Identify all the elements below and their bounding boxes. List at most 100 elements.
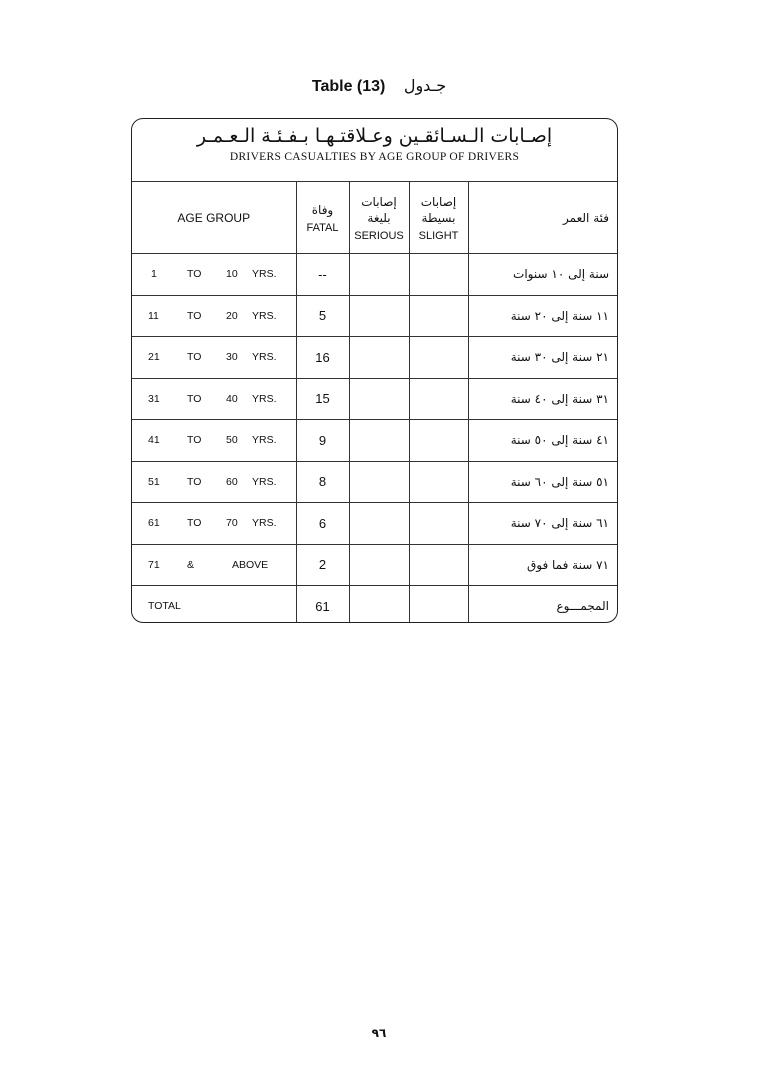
serious-cell <box>348 336 410 379</box>
age-to-label: TO <box>187 517 202 530</box>
age-to-label: TO <box>187 309 202 322</box>
fatal-cell: 15 <box>295 377 350 420</box>
age-to: 50 <box>226 434 238 447</box>
age-group-cell: 1 TO 10 YRS. <box>132 253 297 296</box>
age-group-cell: 71 & ABOVE <box>132 543 297 586</box>
slight-cell <box>408 253 469 296</box>
age-unit: YRS. <box>252 268 277 281</box>
slight-cell <box>408 336 469 379</box>
age-to: 10 <box>226 268 238 281</box>
fatal-cell: -- <box>295 253 350 296</box>
slight-cell <box>408 294 469 337</box>
age-group-ar-cell: ٣١ سنة إلى ٤٠ سنة <box>467 377 617 420</box>
table-row: 41 TO 50 YRS. 9 ٤١ سنة إلى ٥٠ سنة <box>132 419 617 462</box>
age-to-label: TO <box>187 434 202 447</box>
age-unit: YRS. <box>252 434 277 447</box>
header-slight-ar: إصابات بسيطة <box>420 194 457 225</box>
age-to: 20 <box>226 309 238 322</box>
age-to: 30 <box>226 351 238 364</box>
total-serious <box>348 585 410 622</box>
age-from: 31 <box>148 392 160 405</box>
age-to-label: & <box>187 558 195 571</box>
table-title-ar: إصـابات الـسـائقـين وعـلاقتـهـا بـفـئـة … <box>196 125 553 147</box>
serious-cell <box>348 294 410 337</box>
table-row: 71 & ABOVE 2 ٧١ سنة فما فوق <box>132 543 617 586</box>
age-from: 41 <box>148 434 160 447</box>
fatal-cell: 9 <box>295 419 350 462</box>
page-title-ar: جـدول <box>403 76 447 95</box>
age-group-cell: 11 TO 20 YRS. <box>132 294 297 337</box>
serious-cell <box>348 460 410 503</box>
table-title-en: DRIVERS CASUALTIES BY AGE GROUP OF DRIVE… <box>229 151 520 163</box>
header-serious: إصابات بليغة SERIOUS <box>348 182 410 254</box>
header-fatal-ar: وفاة <box>311 202 334 217</box>
serious-cell <box>348 419 410 462</box>
age-from: 71 <box>148 558 160 571</box>
age-group-cell: 21 TO 30 YRS. <box>132 336 297 379</box>
age-group-cell: 41 TO 50 YRS. <box>132 419 297 462</box>
slight-cell <box>408 377 469 420</box>
age-to-label: TO <box>187 392 202 405</box>
fatal-cell: 16 <box>295 336 350 379</box>
age-group-ar-cell: ٦١ سنة إلى ٧٠ سنة <box>467 502 617 545</box>
age-to-label: TO <box>187 351 202 364</box>
serious-cell <box>348 543 410 586</box>
age-unit: YRS. <box>252 309 277 322</box>
age-group-ar-cell: ٢١ سنة إلى ٣٠ سنة <box>467 336 617 379</box>
header-age-group-ar: فئة العمر <box>467 182 617 254</box>
age-group-ar-cell: سنة إلى ١٠ سنوات <box>467 253 617 296</box>
age-from: 1 <box>151 268 157 281</box>
slight-cell <box>408 502 469 545</box>
fatal-cell: 2 <box>295 543 350 586</box>
slight-cell <box>408 419 469 462</box>
table-row: 21 TO 30 YRS. 16 ٢١ سنة إلى ٣٠ سنة <box>132 336 617 379</box>
table-row: 31 TO 40 YRS. 15 ٣١ سنة إلى ٤٠ سنة <box>132 377 617 420</box>
header-serious-ar: إصابات بليغة <box>361 194 397 225</box>
serious-cell <box>348 377 410 420</box>
total-fatal: 61 <box>295 585 350 622</box>
slight-cell <box>408 460 469 503</box>
age-group-cell: 31 TO 40 YRS. <box>132 377 297 420</box>
age-from: 11 <box>148 309 159 322</box>
serious-cell <box>348 502 410 545</box>
serious-cell <box>348 253 410 296</box>
slight-cell <box>408 543 469 586</box>
fatal-cell: 8 <box>295 460 350 503</box>
page-title: Table (13) جـدول <box>0 76 758 96</box>
age-unit: ABOVE <box>232 558 269 571</box>
header-serious-en: SERIOUS <box>354 229 404 242</box>
total-slight <box>408 585 469 622</box>
page-title-en: Table (13) <box>311 78 386 95</box>
age-group-cell: 51 TO 60 YRS. <box>132 460 297 503</box>
fatal-cell: 6 <box>295 502 350 545</box>
age-from: 51 <box>148 475 160 488</box>
total-label-text: TOTAL <box>148 600 181 613</box>
header-fatal: وفاة FATAL <box>295 182 350 254</box>
header-slight-en: SLIGHT <box>418 229 459 242</box>
age-unit: YRS. <box>252 517 277 530</box>
header-row: AGE GROUP وفاة FATAL إصابات بليغة SERIOUS … <box>132 182 617 254</box>
header-slight: إصابات بسيطة SLIGHT <box>408 182 469 254</box>
age-group-ar-cell: ٤١ سنة إلى ٥٠ سنة <box>467 419 617 462</box>
total-label-ar: المجمـــوع <box>467 585 617 622</box>
age-to-label: TO <box>187 475 202 488</box>
age-group-ar-cell: ٥١ سنة إلى ٦٠ سنة <box>467 460 617 503</box>
age-from: 61 <box>148 517 160 530</box>
table-row: 11 TO 20 YRS. 5 ١١ سنة إلى ٢٠ سنة <box>132 294 617 337</box>
age-unit: YRS. <box>252 475 277 488</box>
age-unit: YRS. <box>252 392 277 405</box>
age-group-cell: 61 TO 70 YRS. <box>132 502 297 545</box>
age-to: 40 <box>226 392 238 405</box>
header-fatal-en: FATAL <box>306 221 339 234</box>
table-row: 61 TO 70 YRS. 6 ٦١ سنة إلى ٧٠ سنة <box>132 502 617 545</box>
age-to: 60 <box>226 475 238 488</box>
fatal-cell: 5 <box>295 294 350 337</box>
casualties-table: إصـابات الـسـائقـين وعـلاقتـهـا بـفـئـة … <box>131 118 618 623</box>
table-title: إصـابات الـسـائقـين وعـلاقتـهـا بـفـئـة … <box>132 119 617 182</box>
page-number: ٩٦ <box>371 1026 387 1040</box>
total-label: TOTAL <box>132 585 297 622</box>
table-row: 1 TO 10 YRS. -- سنة إلى ١٠ سنوات <box>132 253 617 296</box>
age-unit: YRS. <box>252 351 277 364</box>
header-age-group: AGE GROUP <box>132 182 297 254</box>
age-to-label: TO <box>187 268 202 281</box>
